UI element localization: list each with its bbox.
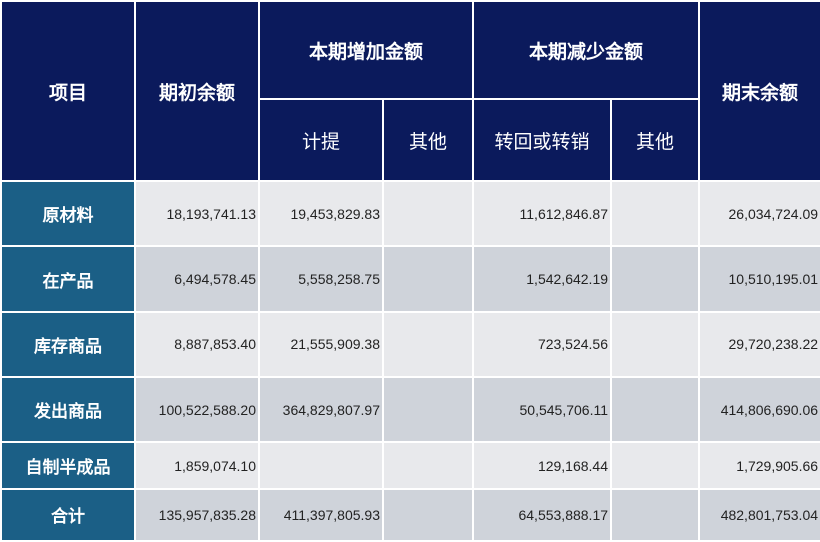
cell-increase-other [381, 245, 475, 313]
table-row: 在产品 6,494,578.45 5,558,258.75 1,542,642.… [0, 245, 820, 313]
cell-decrease-other [610, 487, 701, 542]
cell-decrease-other [610, 245, 701, 313]
cell-provision: 5,558,258.75 [258, 245, 384, 313]
cell-decrease-other [610, 310, 701, 379]
table-row: 发出商品 100,522,588.20 364,829,807.97 50,54… [0, 376, 820, 444]
table-row: 库存商品 8,887,853.40 21,555,909.38 723,524.… [0, 310, 820, 379]
row-label: 自制半成品 [0, 441, 136, 490]
cell-opening: 18,193,741.13 [134, 179, 260, 248]
cell-decrease-other [610, 376, 701, 444]
cell-closing: 29,720,238.22 [698, 310, 820, 379]
header-current-decrease: 本期减少金额 [472, 0, 701, 100]
header-decrease-reversal: 转回或转销 [472, 98, 613, 182]
row-label: 合计 [0, 487, 136, 542]
cell-opening: 8,887,853.40 [134, 310, 260, 379]
cell-increase-other [381, 441, 475, 490]
cell-increase-other [381, 310, 475, 379]
cell-provision: 21,555,909.38 [258, 310, 384, 379]
cell-increase-other [381, 487, 475, 542]
header-decrease-other: 其他 [610, 98, 701, 182]
cell-reversal: 129,168.44 [472, 441, 613, 490]
row-label: 发出商品 [0, 376, 136, 444]
header-item: 项目 [0, 0, 136, 182]
cell-reversal: 1,542,642.19 [472, 245, 613, 313]
cell-reversal: 64,553,888.17 [472, 487, 613, 542]
cell-provision: 411,397,805.93 [258, 487, 384, 542]
header-closing-balance: 期末余额 [698, 0, 820, 182]
cell-provision [258, 441, 384, 490]
cell-closing: 10,510,195.01 [698, 245, 820, 313]
cell-reversal: 723,524.56 [472, 310, 613, 379]
row-label: 原材料 [0, 179, 136, 248]
cell-decrease-other [610, 441, 701, 490]
cell-increase-other [381, 179, 475, 248]
table-row: 自制半成品 1,859,074.10 129,168.44 1,729,905.… [0, 441, 820, 490]
cell-reversal: 11,612,846.87 [472, 179, 613, 248]
row-label: 库存商品 [0, 310, 136, 379]
cell-opening: 100,522,588.20 [134, 376, 260, 444]
cell-reversal: 50,545,706.11 [472, 376, 613, 444]
cell-increase-other [381, 376, 475, 444]
cell-provision: 364,829,807.97 [258, 376, 384, 444]
cell-opening: 6,494,578.45 [134, 245, 260, 313]
cell-closing: 482,801,753.04 [698, 487, 820, 542]
cell-closing: 1,729,905.66 [698, 441, 820, 490]
cell-opening: 1,859,074.10 [134, 441, 260, 490]
header-increase-other: 其他 [381, 98, 475, 182]
cell-decrease-other [610, 179, 701, 248]
cell-closing: 414,806,690.06 [698, 376, 820, 444]
cell-opening: 135,957,835.28 [134, 487, 260, 542]
header-opening-balance: 期初余额 [134, 0, 260, 182]
row-label: 在产品 [0, 245, 136, 313]
table-row: 原材料 18,193,741.13 19,453,829.83 11,612,8… [0, 179, 820, 248]
cell-provision: 19,453,829.83 [258, 179, 384, 248]
header-current-increase: 本期增加金额 [257, 0, 475, 100]
header-increase-provision: 计提 [258, 98, 384, 182]
cell-closing: 26,034,724.09 [698, 179, 820, 248]
table-row-total: 合计 135,957,835.28 411,397,805.93 64,553,… [0, 487, 820, 542]
